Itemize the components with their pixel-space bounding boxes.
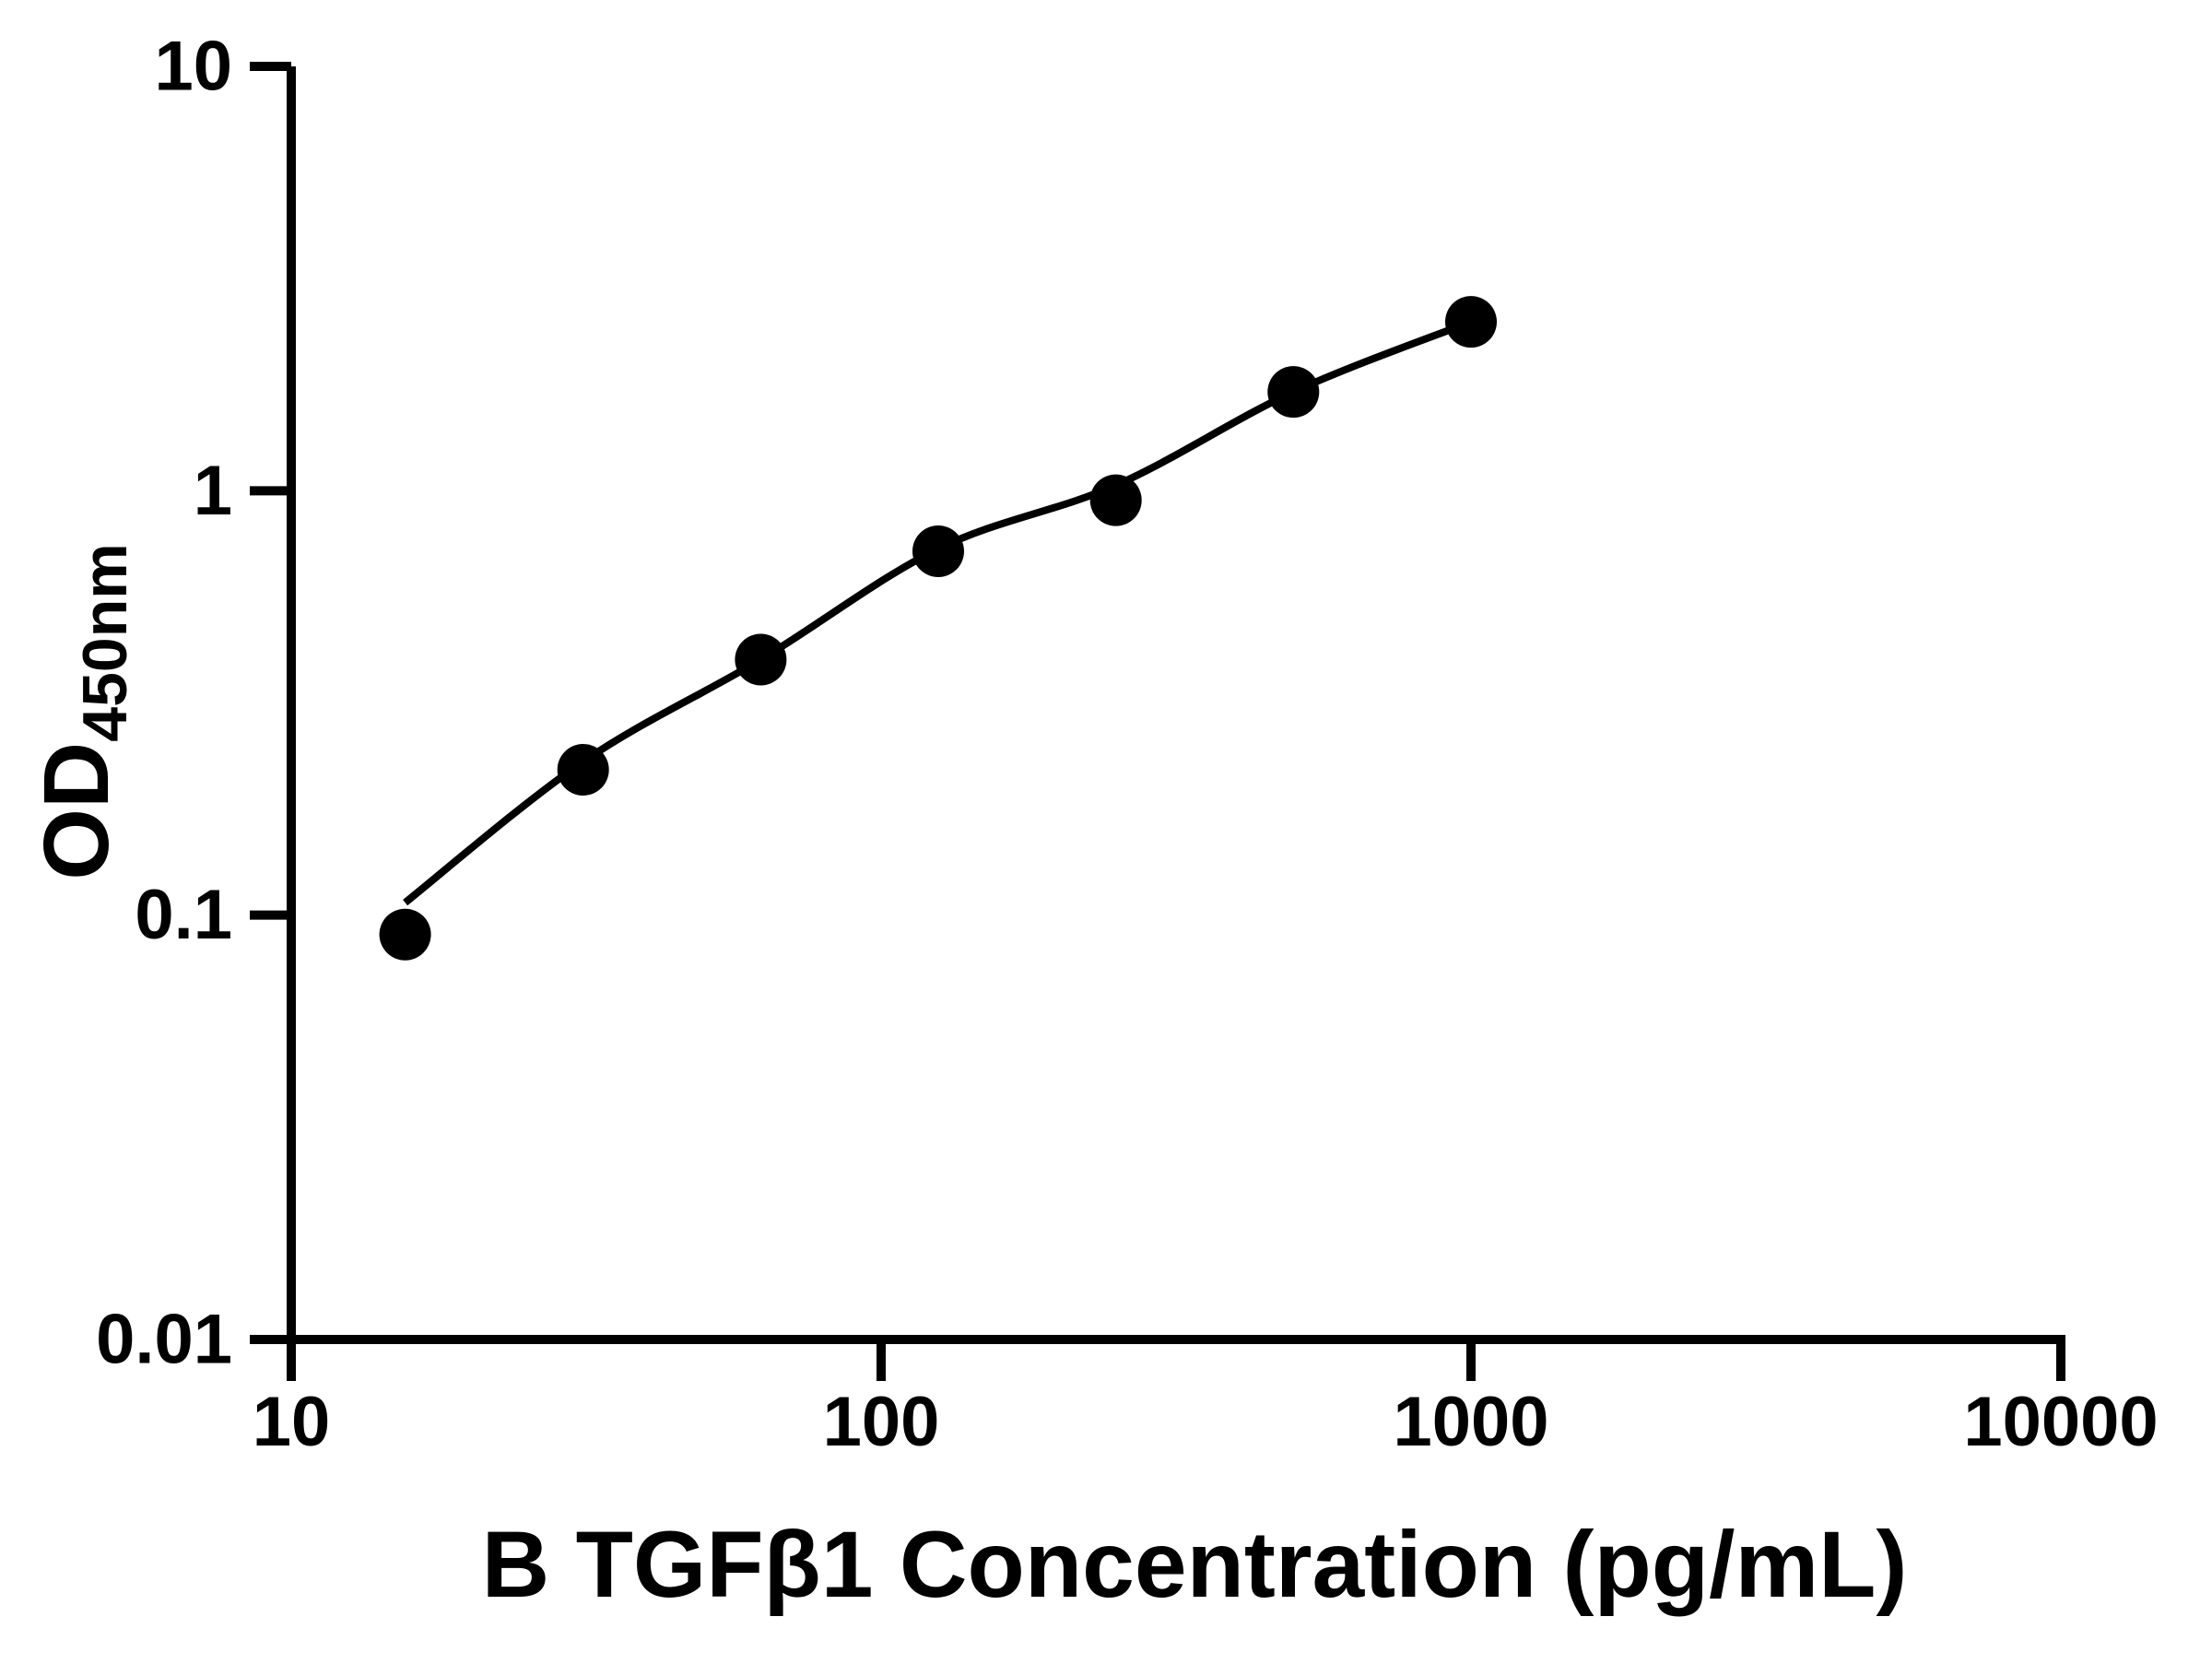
x-axis-ticks [287, 1339, 2065, 1381]
y-axis-title-subscript: 450nm [70, 543, 140, 741]
data-point-1000pgml [1445, 296, 1497, 348]
y-axis-tick-labels: 10 1 0.1 0.01 [96, 28, 232, 1379]
data-point-15.6pgml [379, 908, 431, 961]
y-tick-label-1: 1 [194, 452, 232, 530]
x-tick-label-100: 100 [823, 1383, 940, 1461]
data-point-250pgml [1089, 474, 1142, 526]
x-tick-label-1000: 1000 [1393, 1383, 1548, 1461]
y-axis-title-main: OD [25, 742, 128, 880]
x-tick-label-10: 10 [253, 1383, 331, 1461]
data-points [379, 296, 1497, 961]
y-axis-ticks [250, 62, 291, 1344]
x-axis-title: B TGFβ1 Concentration (pg/mL) [482, 1512, 1908, 1617]
data-point-500pgml [1267, 366, 1320, 419]
y-tick-label-0.1: 0.1 [135, 876, 232, 954]
y-tick-label-10: 10 [154, 28, 232, 106]
x-tick-label-10000: 10000 [1963, 1383, 2158, 1461]
axes-spines [287, 66, 2065, 1344]
data-point-62.5pgml [735, 633, 787, 686]
data-point-125pgml [912, 525, 964, 577]
x-axis-tick-labels: 10 100 1000 10000 [253, 1383, 2159, 1461]
data-point-31.25pgml [557, 744, 609, 796]
y-tick-label-0.01: 0.01 [96, 1301, 232, 1379]
y-axis-title: OD450nm [25, 543, 140, 879]
